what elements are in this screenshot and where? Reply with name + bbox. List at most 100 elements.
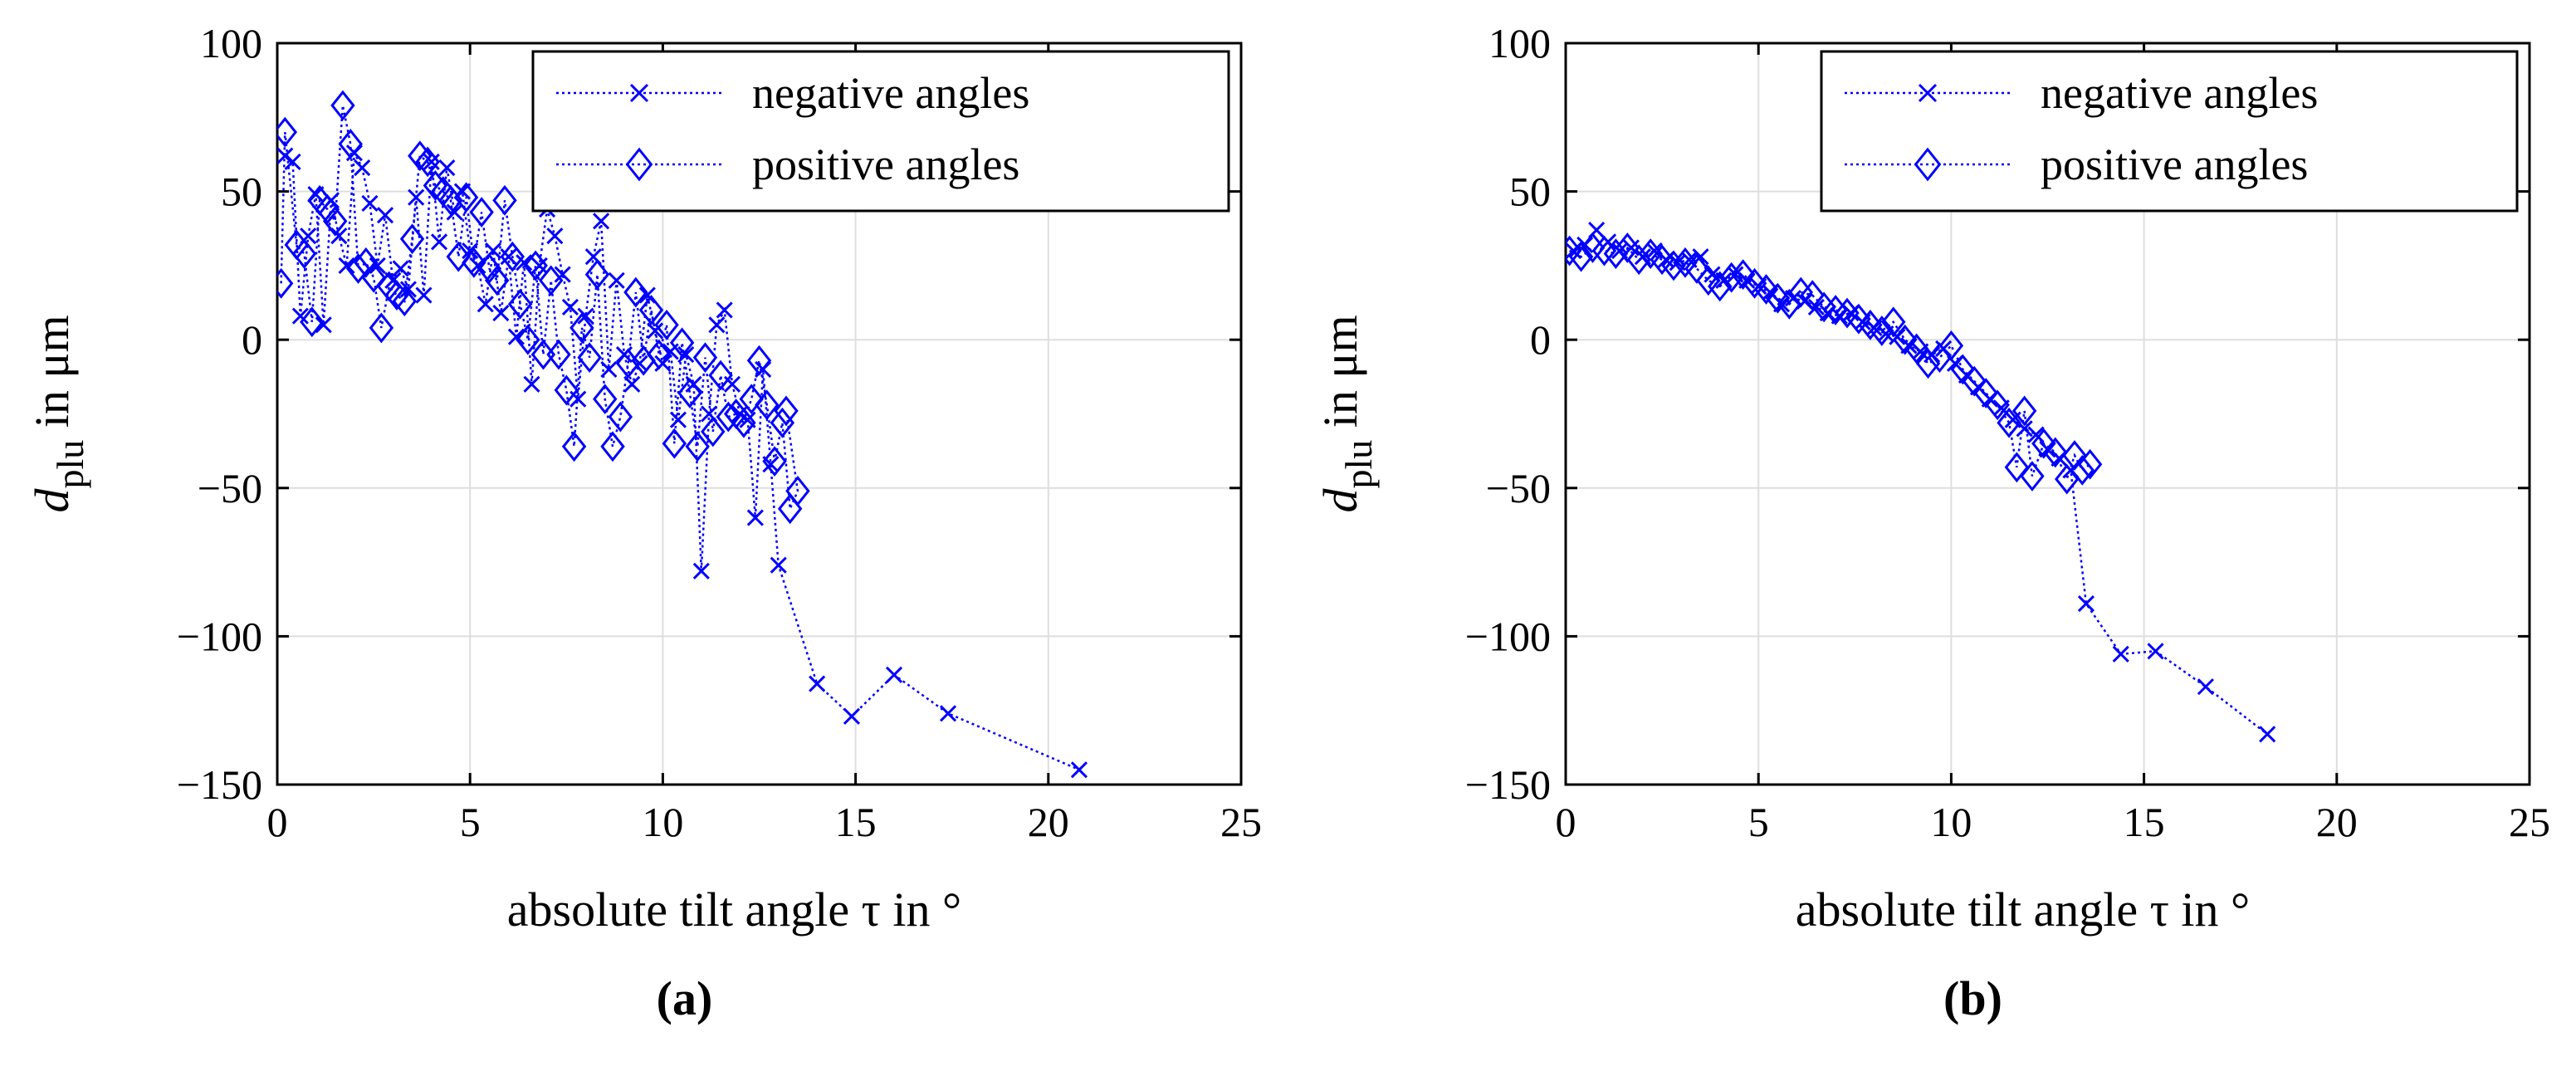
chart-panel-a: 0 5 10 15 20 25 100 50 0 −50 −100 −150 absolute tilt… [25, 20, 1262, 1025]
chart-b-ytick-label: 50 [1509, 169, 1551, 215]
chart-b-series-positive-point [1626, 244, 1651, 276]
chart-a-series-positive-point [453, 182, 479, 213]
chart-a-series-positive-point [291, 238, 317, 270]
chart-a-series-positive-point [516, 324, 540, 355]
chart-b-y-axis-label: dplu in μm [1313, 315, 1380, 512]
chart-b-series-positive-point [1858, 309, 1883, 340]
chart-a-plot-frame [276, 42, 1243, 786]
chart-a-series-negative-point [415, 286, 433, 304]
chart-b-series-positive-point [2062, 440, 2087, 471]
chart-b-plot-frame [1564, 42, 2531, 786]
chart-b-series-negative-point [2077, 595, 2095, 613]
chart-a-series-negative-point [530, 257, 548, 274]
chart-b-series-positive-point [1765, 282, 1791, 314]
chart-a-series-positive-point [708, 359, 733, 391]
chart-a-series-positive-point [716, 401, 741, 433]
chart-a-series-negative-point [423, 153, 440, 170]
chart-a-series-positive-point [392, 286, 417, 317]
chart-a-series-positive-point [300, 306, 325, 338]
chart-a-series-negative-point [1070, 761, 1088, 779]
chart-b-series-positive-point [1684, 253, 1709, 284]
chart-a-series-negative-point [399, 281, 417, 298]
chart-a-series-positive-point [507, 288, 533, 320]
chart-b-panel-label: (b) [1943, 971, 2002, 1025]
chart-a-series-positive-point [584, 259, 610, 291]
chart-a-series-negative-point [647, 322, 664, 340]
chart-b-series-group [1566, 221, 2276, 743]
chart-b-series-positive-point [1904, 333, 1929, 364]
chart-a-series-negative-point [561, 298, 579, 315]
chart-a-series-negative-point [477, 296, 494, 313]
chart-b-series-negative-point [2112, 645, 2129, 663]
chart-b-series-positive-point [1568, 241, 1594, 272]
chart-b-series-positive-point [2020, 461, 2045, 492]
chart-a-series-negative-point [746, 509, 764, 526]
chart-a-xtick-label: 15 [835, 799, 877, 845]
chart-a-series-negative-point [843, 707, 861, 725]
chart-a-series-positive-point [462, 247, 486, 278]
chart-a-series-negative-point [354, 159, 371, 177]
chart-a-series-positive-point [762, 446, 787, 477]
chart-b-series-positive-point [1615, 232, 1640, 263]
chart-a-series-negative-point [593, 213, 610, 230]
chart-b-series-negative-point [2147, 643, 2164, 660]
chart-a-legend-box [531, 50, 1230, 213]
chart-b-series-positive-point [2077, 448, 2103, 480]
chart-b-series-positive-point [1753, 274, 1779, 305]
chart-a-series-positive-point [354, 247, 379, 278]
chart-a-series-negative-point [277, 147, 294, 164]
chart-a-series-group [277, 90, 1088, 779]
chart-a-ytick-label: −50 [198, 465, 262, 511]
chart-b-series-positive-point [1985, 389, 2010, 421]
chart-a-series-negative-point [516, 254, 533, 271]
chart-a-y-axis-label: dplu in μm [25, 315, 91, 512]
chart-a-series-negative-point [623, 375, 641, 393]
chart-a-series-positive-point [774, 395, 799, 427]
chart-a-series-negative-point [369, 257, 386, 274]
chart-a-series-negative-point [692, 562, 710, 580]
chart-b-series-positive-point [1997, 407, 2021, 438]
chart-b-ytick-label: −100 [1465, 613, 1551, 659]
chart-a-series-positive-point [608, 401, 633, 433]
chart-a-series-positive-point [277, 116, 298, 148]
chart-b-series-negative-point [2027, 426, 2045, 443]
chart-b-series-negative-point [2259, 726, 2276, 743]
chart-a-xtick-label: 25 [1220, 799, 1262, 845]
chart-a-series-negative-point [338, 257, 355, 274]
chart-b-series-positive-point [1650, 244, 1674, 276]
chart-a-series-positive-point [554, 374, 579, 406]
chart-a-series-positive-point [277, 267, 294, 299]
chart-a-series-negative-point [608, 271, 625, 289]
chart-a-panel-label: (a) [657, 971, 713, 1025]
chart-a-ytick-label: −150 [177, 761, 262, 808]
chart-b-series-positive-point [1696, 265, 1721, 296]
chart-a-series-positive-point [746, 345, 772, 376]
chart-a-series-positive-point [408, 140, 433, 172]
chart-a-series-positive-point [600, 431, 625, 462]
chart-b-series-positive-point [1973, 378, 1998, 408]
chart-a-series-positive-point [415, 146, 440, 178]
chart-b-series-positive-point [1800, 280, 1825, 311]
chart-b-series-positive-point [1730, 259, 1756, 291]
chart-b-series-positive-point [2043, 437, 2068, 468]
chart-a-series-positive-point [330, 90, 355, 121]
chart-a-xtick-label: 5 [460, 799, 481, 845]
chart-a-ytick-label: 50 [221, 169, 262, 215]
chart-a-series-negative-point [376, 207, 394, 224]
chart-a-series-positive-point [492, 184, 517, 216]
chart-b-series-positive-point [1892, 324, 1918, 355]
chart-a-series-positive-point [785, 475, 810, 506]
chart-b-series-positive-point [1638, 238, 1663, 270]
chart-b-series-positive-point [1566, 235, 1582, 267]
chart-a-series-negative-point [708, 316, 726, 334]
chart-a-series-positive-point [692, 342, 718, 374]
chart-a-series-negative-point [392, 260, 409, 277]
chart-a-series-negative-point [638, 286, 656, 304]
chart-b-legend-entry-negative-marker [1918, 83, 1938, 103]
chart-b-xtick-label: 20 [2316, 799, 2358, 845]
chart-a-series-negative-point [291, 307, 309, 325]
chart-a-series-positive-point [469, 197, 494, 228]
chart-a-series-positive-point [561, 431, 587, 462]
chart-b-series-positive-point [1846, 303, 1871, 335]
chart-a-series-positive-point [677, 378, 702, 408]
